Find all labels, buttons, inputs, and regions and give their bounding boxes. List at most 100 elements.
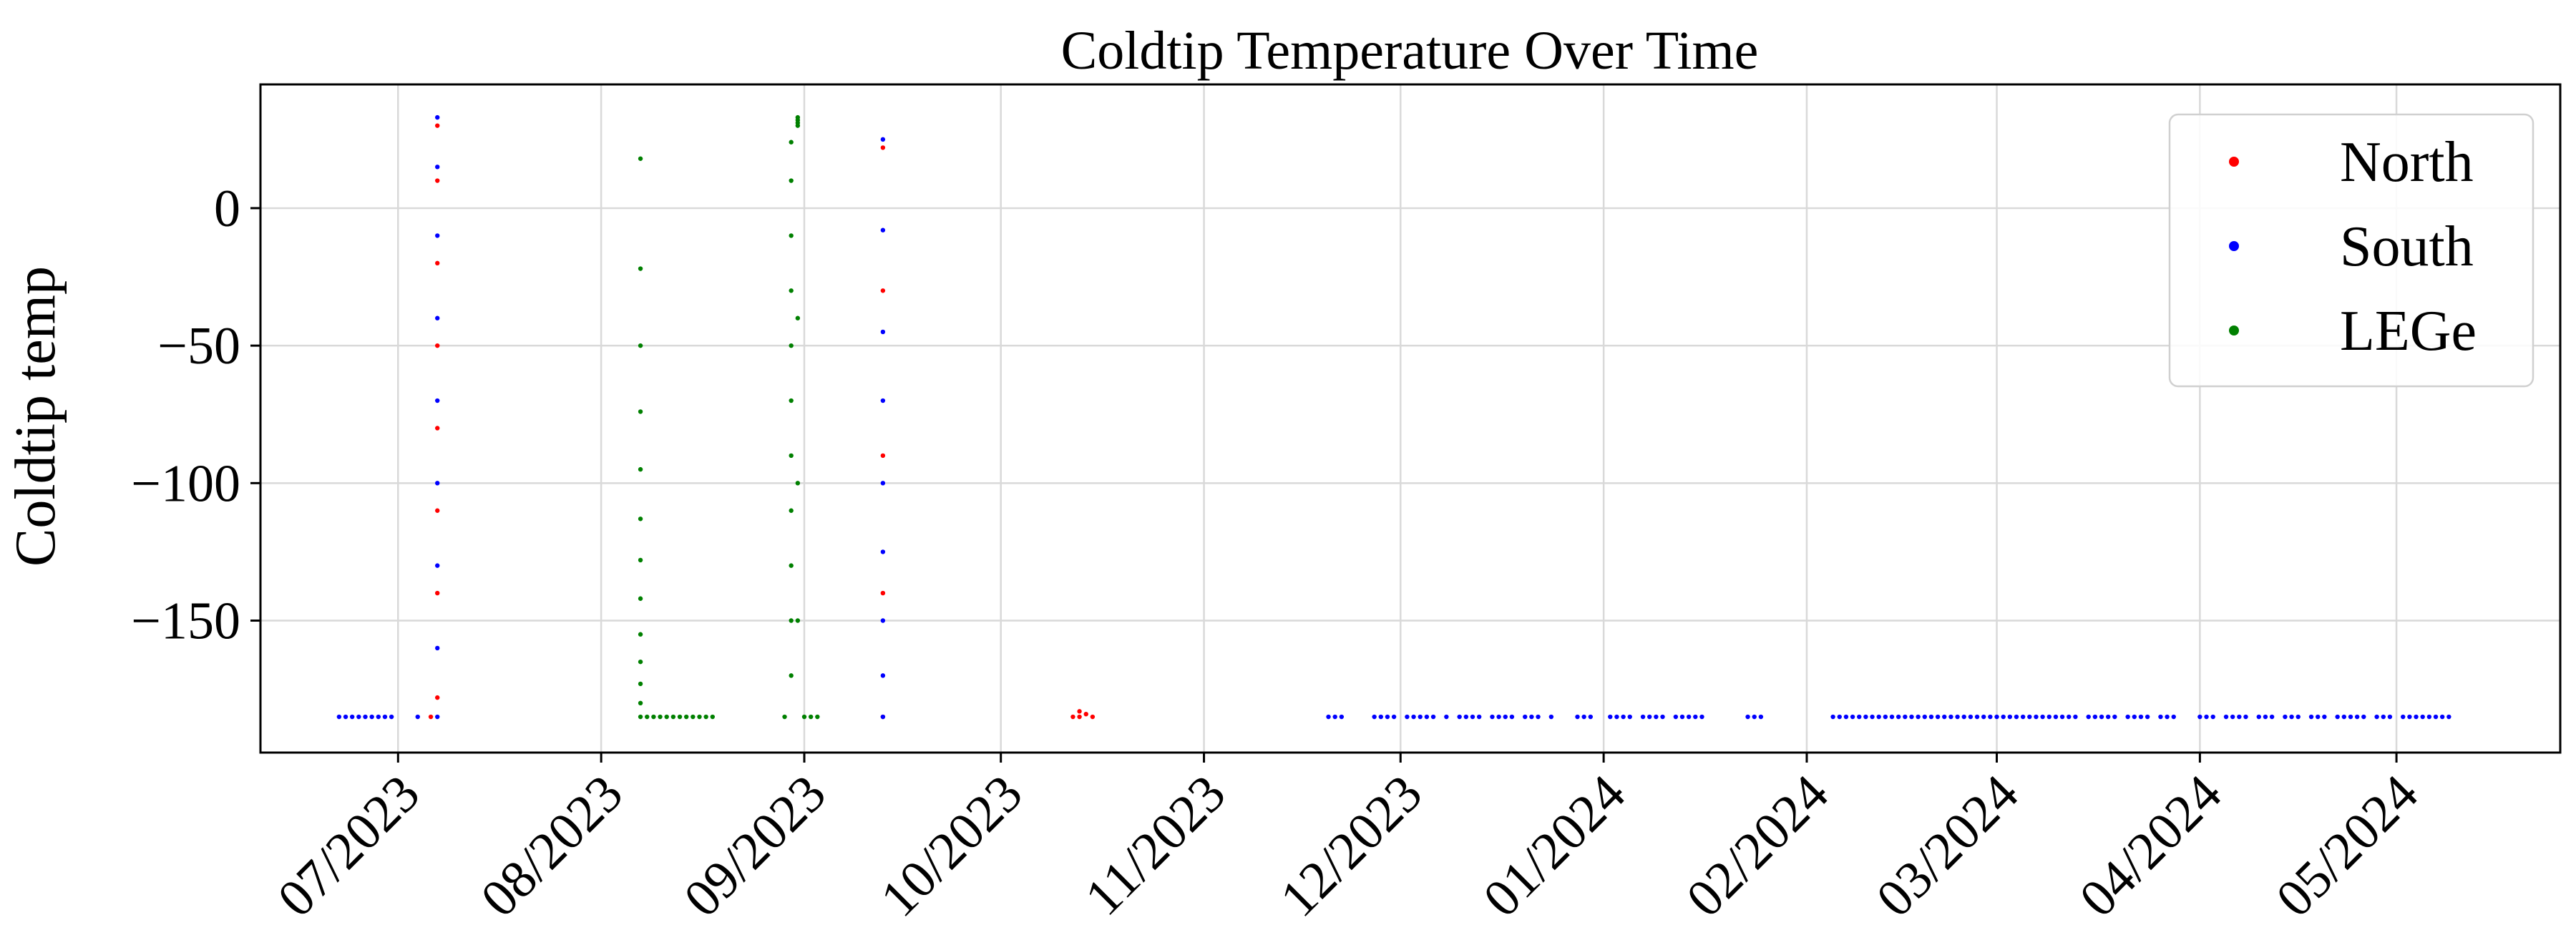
legend-box — [2168, 113, 2534, 388]
data-point — [2073, 714, 2078, 720]
data-point — [2374, 714, 2379, 720]
data-point — [789, 178, 794, 183]
data-point — [789, 563, 794, 568]
data-point — [1588, 714, 1594, 720]
data-point — [1326, 714, 1331, 720]
data-point — [1581, 714, 1586, 720]
data-point — [1647, 714, 1652, 720]
data-point — [1378, 714, 1383, 720]
data-point — [880, 673, 886, 678]
data-point — [880, 481, 886, 486]
data-point — [880, 714, 886, 720]
data-point — [1837, 714, 1842, 720]
data-point — [1405, 714, 1410, 720]
data-point — [880, 453, 886, 459]
data-point — [2020, 714, 2026, 720]
data-point — [880, 549, 886, 554]
data-point — [1928, 714, 1934, 720]
data-point — [1430, 714, 1436, 720]
data-point — [638, 596, 643, 601]
data-point — [435, 398, 440, 403]
data-point — [2040, 714, 2045, 720]
data-point — [880, 329, 886, 335]
data-point — [1955, 714, 1960, 720]
data-point — [1870, 714, 1875, 720]
data-point — [2053, 714, 2059, 720]
data-point — [1536, 714, 1541, 720]
data-point — [815, 714, 820, 720]
data-point — [2263, 714, 2268, 720]
data-point — [1699, 714, 1704, 720]
x-tick-label: 10/2023 — [869, 764, 1034, 929]
data-point — [2283, 714, 2288, 720]
data-point — [789, 140, 794, 145]
data-point — [1523, 714, 1528, 720]
data-point — [1463, 714, 1469, 720]
data-point — [638, 714, 643, 720]
data-point — [1444, 714, 1449, 720]
data-point — [2086, 714, 2091, 720]
series-south — [336, 114, 2451, 720]
plot-frame — [259, 83, 2562, 754]
data-point — [1640, 714, 1646, 720]
data-point — [349, 714, 355, 720]
data-point — [789, 398, 794, 403]
data-point — [2145, 714, 2150, 720]
x-tick-label: 08/2023 — [470, 764, 635, 929]
data-point — [638, 632, 643, 637]
data-point — [2439, 714, 2445, 720]
data-point — [1503, 714, 1508, 720]
data-point — [1509, 714, 1515, 720]
data-points — [336, 114, 2451, 720]
x-tick-label: 09/2023 — [673, 764, 838, 929]
data-point — [651, 714, 656, 720]
data-point — [435, 426, 440, 431]
data-point — [638, 659, 643, 665]
data-point — [638, 557, 643, 563]
data-point — [1988, 714, 1993, 720]
data-point — [638, 466, 643, 472]
data-point — [2125, 714, 2130, 720]
data-point — [2105, 714, 2111, 720]
data-point — [2354, 714, 2360, 720]
data-point — [2322, 714, 2327, 720]
data-point — [1490, 714, 1495, 720]
data-point — [2158, 714, 2163, 720]
data-point — [795, 315, 801, 320]
data-point — [1621, 714, 1626, 720]
data-point — [435, 563, 440, 568]
data-point — [1614, 714, 1619, 720]
data-point — [363, 714, 368, 720]
data-point — [2387, 714, 2393, 720]
data-point — [2197, 714, 2202, 720]
data-point — [435, 114, 440, 120]
data-point — [1424, 714, 1430, 720]
series-north — [428, 123, 1096, 720]
data-point — [1391, 714, 1397, 720]
data-point — [2223, 714, 2229, 720]
data-point — [1693, 714, 1698, 720]
data-point — [2067, 714, 2072, 720]
data-point — [435, 165, 440, 170]
data-point — [2046, 714, 2051, 720]
data-point — [880, 145, 886, 150]
data-point — [2433, 714, 2439, 720]
data-point — [1752, 714, 1757, 720]
x-tick-label: 12/2023 — [1269, 764, 1434, 929]
data-point — [1077, 714, 1082, 720]
data-point — [789, 618, 794, 623]
data-point — [1385, 714, 1390, 720]
data-point — [1857, 714, 1862, 720]
data-point — [435, 123, 440, 128]
data-point — [2132, 714, 2137, 720]
data-point — [658, 714, 663, 720]
data-point — [1090, 714, 1096, 720]
data-point — [435, 508, 440, 513]
data-point — [789, 288, 794, 293]
legend: North South LEGe — [2168, 113, 2534, 388]
x-tick-label: 02/2024 — [1676, 764, 1840, 929]
data-point — [2059, 714, 2065, 720]
data-point — [2256, 714, 2261, 720]
data-point — [1339, 714, 1345, 720]
data-point — [2210, 714, 2215, 720]
